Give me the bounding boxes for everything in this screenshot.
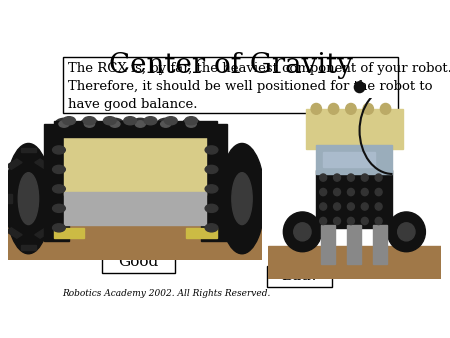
Circle shape [320,217,327,225]
Circle shape [157,118,175,130]
Bar [6,228,22,238]
Bar [268,246,441,279]
Circle shape [361,217,368,225]
Bar [54,121,216,137]
Circle shape [347,174,354,181]
Bar [4,194,12,203]
Circle shape [375,189,382,196]
Bar [21,147,36,152]
Circle shape [333,189,341,196]
Bar [347,224,361,264]
Circle shape [131,118,149,130]
Circle shape [83,117,96,125]
Circle shape [375,203,382,210]
Circle shape [135,121,145,127]
Ellipse shape [387,212,425,252]
Bar [186,228,216,238]
Circle shape [55,118,73,130]
Circle shape [182,118,200,130]
Bar [316,170,392,228]
Circle shape [161,121,171,127]
Circle shape [333,217,341,225]
Text: The RCX is, by far, the heaviest component of your robot.
Therefore, it should b: The RCX is, by far, the heaviest compone… [68,62,450,111]
Text: Center of Gravity: Center of Gravity [109,52,352,79]
Bar [35,228,51,238]
Text: Robotics Academy 2002. All Rights Reserved.: Robotics Academy 2002. All Rights Reserv… [63,289,271,298]
Circle shape [186,121,196,127]
Bar [44,124,69,241]
FancyBboxPatch shape [63,57,398,114]
Circle shape [124,117,136,125]
Circle shape [361,203,368,210]
Ellipse shape [219,143,265,254]
Circle shape [164,117,177,125]
Circle shape [106,118,124,130]
Circle shape [320,174,327,181]
Ellipse shape [398,223,415,241]
Circle shape [53,165,65,173]
Bar [21,245,36,250]
Circle shape [63,117,76,125]
Circle shape [375,217,382,225]
Circle shape [380,103,391,114]
Circle shape [363,103,374,114]
Circle shape [185,117,198,125]
Circle shape [361,189,368,196]
Circle shape [104,117,116,125]
FancyBboxPatch shape [267,266,332,287]
Circle shape [333,203,341,210]
Circle shape [320,189,327,196]
Ellipse shape [18,173,39,224]
Circle shape [53,224,65,232]
Bar [54,228,85,238]
Circle shape [205,146,218,154]
Circle shape [85,121,94,127]
Circle shape [59,121,69,127]
Circle shape [346,103,356,114]
Circle shape [320,203,327,210]
Bar [8,224,262,260]
Circle shape [53,204,65,212]
Ellipse shape [284,212,321,252]
Bar [35,159,51,169]
Circle shape [110,121,120,127]
Bar [323,152,375,167]
FancyBboxPatch shape [102,251,175,273]
Circle shape [311,103,321,114]
Bar [374,224,387,264]
Circle shape [361,174,368,181]
Bar [306,109,403,149]
Ellipse shape [5,143,51,254]
Circle shape [144,117,157,125]
Bar [64,192,207,224]
Circle shape [205,185,218,193]
Circle shape [375,174,382,181]
Bar [45,194,53,203]
Bar [64,130,207,195]
Bar [316,145,392,174]
Circle shape [53,146,65,154]
Circle shape [205,204,218,212]
Ellipse shape [232,173,252,224]
Circle shape [53,185,65,193]
Circle shape [333,174,341,181]
Circle shape [328,103,339,114]
Circle shape [81,118,99,130]
Circle shape [347,217,354,225]
Bar [6,159,22,169]
Bar [201,124,227,241]
Circle shape [347,189,354,196]
Bar [321,224,335,264]
Text: Bad!: Bad! [281,269,318,283]
Circle shape [205,165,218,173]
Ellipse shape [294,223,311,241]
Circle shape [205,224,218,232]
Circle shape [347,203,354,210]
Text: Good: Good [118,256,158,269]
Circle shape [355,82,365,93]
